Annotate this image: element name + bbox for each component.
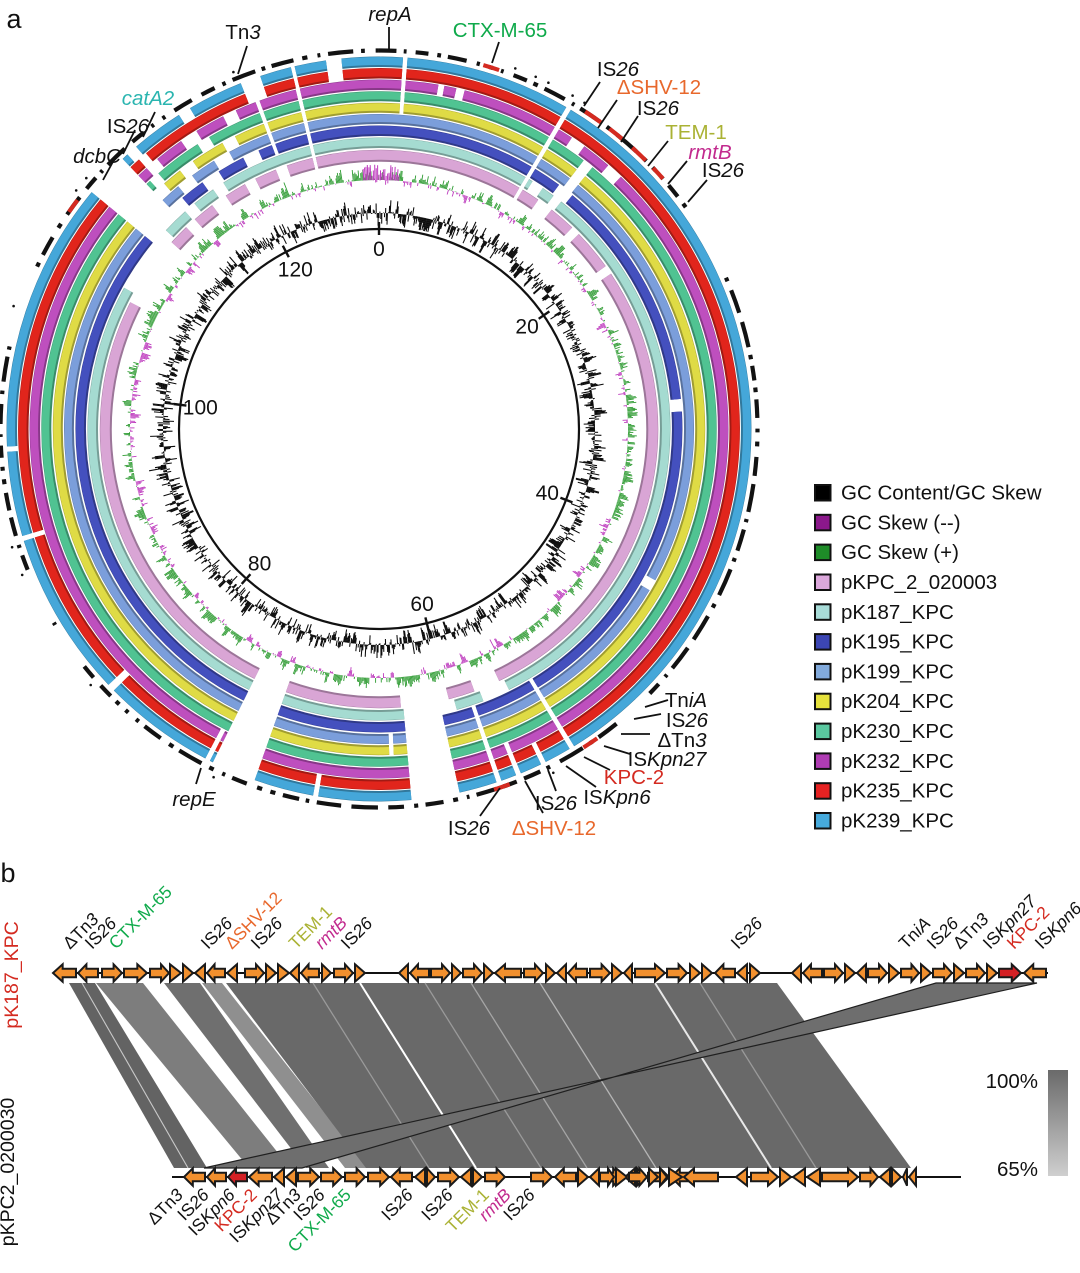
svg-text:a: a [6,4,22,34]
svg-text:IS26: IS26 [535,792,578,815]
svg-text:pKPC_2_020003: pKPC_2_020003 [841,571,997,594]
svg-text:IS26: IS26 [702,159,745,182]
svg-text:IS26: IS26 [448,817,491,840]
svg-text:65%: 65% [997,1158,1038,1181]
svg-text:100%: 100% [986,1070,1038,1093]
svg-text:ΔSHV-12: ΔSHV-12 [617,76,701,99]
svg-text:40: 40 [536,482,559,505]
svg-text:Tn3: Tn3 [225,21,261,44]
svg-text:repA: repA [368,3,411,26]
svg-text:IS26: IS26 [637,97,680,120]
svg-text:pK204_KPC: pK204_KPC [841,690,954,713]
svg-text:IS26: IS26 [107,115,150,138]
svg-text:pK195_KPC: pK195_KPC [841,631,954,654]
svg-text:60: 60 [410,593,433,616]
svg-text:pK235_KPC: pK235_KPC [841,780,954,803]
svg-text:80: 80 [248,553,271,576]
svg-text:ΔSHV-12: ΔSHV-12 [512,817,596,840]
svg-text:120: 120 [278,259,313,282]
svg-text:0: 0 [373,238,385,261]
svg-text:pKPC2_0200030: pKPC2_0200030 [0,1098,19,1247]
svg-text:catA2: catA2 [122,87,175,110]
svg-text:CTX-M-65: CTX-M-65 [453,19,548,42]
svg-text:pK239_KPC: pK239_KPC [841,810,954,833]
svg-text:ISKpn6: ISKpn6 [583,786,651,809]
svg-text:GC Skew (--): GC Skew (--) [841,511,961,534]
svg-text:pK232_KPC: pK232_KPC [841,750,954,773]
svg-text:pK187_KPC: pK187_KPC [1,921,23,1028]
svg-text:100: 100 [183,396,218,419]
svg-text:20: 20 [515,316,538,339]
svg-text:repE: repE [172,788,216,811]
svg-text:pK199_KPC: pK199_KPC [841,660,954,683]
svg-text:dcbC: dcbC [73,145,121,168]
svg-text:GC Content/GC Skew: GC Content/GC Skew [841,482,1042,505]
svg-text:pK187_KPC: pK187_KPC [841,601,954,624]
svg-text:GC Skew (+): GC Skew (+) [841,541,959,564]
svg-text:pK230_KPC: pK230_KPC [841,720,954,743]
svg-text:b: b [0,858,15,888]
